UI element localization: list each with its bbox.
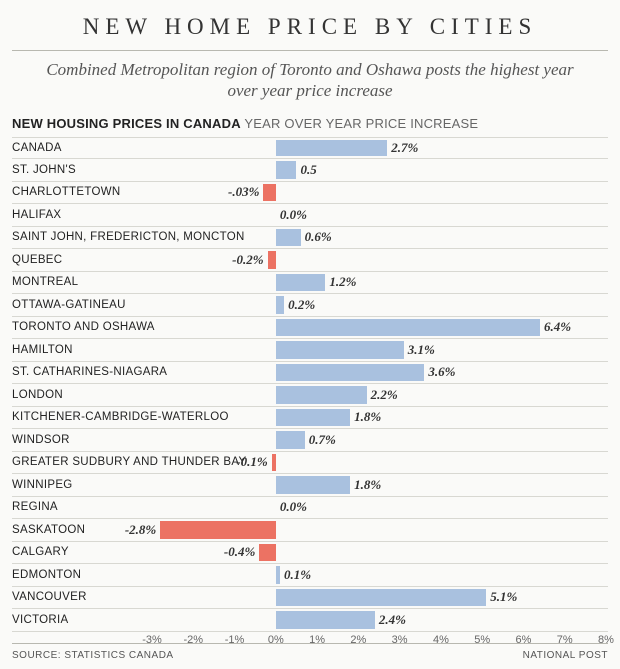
bar-positive	[276, 274, 326, 292]
chart-subtitle: Combined Metropolitan region of Toronto …	[0, 59, 620, 112]
bar-row: VANCOUVER 5.1%	[12, 587, 608, 610]
bar-value: 0.2%	[288, 294, 315, 316]
row-label: LONDON	[12, 384, 63, 406]
bar-value: 5.1%	[490, 587, 517, 609]
bar-positive	[276, 476, 350, 494]
row-label: CANADA	[12, 138, 62, 159]
row-label: EDMONTON	[12, 564, 81, 586]
bar-positive	[276, 296, 284, 314]
bar-positive	[276, 386, 367, 404]
bar-negative	[272, 454, 276, 472]
row-label: CALGARY	[12, 542, 69, 564]
bar-value: 0.7%	[309, 429, 336, 451]
bar-value: 0.0%	[280, 204, 307, 226]
bar-row: HAMILTON 3.1%	[12, 339, 608, 362]
bar-value: -.03%	[228, 182, 259, 204]
bar-value: 2.2%	[371, 384, 398, 406]
bar-value: -0.1%	[236, 452, 267, 474]
bar-row: WINDSOR 0.7%	[12, 429, 608, 452]
bar-value: 2.4%	[379, 609, 406, 631]
bar-value: 0.6%	[305, 227, 332, 249]
bar-row: OTTAWA-GATINEAU 0.2%	[12, 294, 608, 317]
credit-label: NATIONAL POST	[523, 650, 608, 661]
row-label: WINNIPEG	[12, 474, 73, 496]
row-label: HALIFAX	[12, 204, 61, 226]
bar-chart: CANADA 2.7% ST. JOHN'S 0.5 CHARLOTTETOWN -.03…	[12, 137, 608, 632]
bar-row: VICTORIA 2.4%	[12, 609, 608, 632]
bar-row: LONDON 2.2%	[12, 384, 608, 407]
row-label: SAINT JOHN, FREDERICTON, MONCTON	[12, 227, 245, 249]
bar-positive	[276, 341, 404, 359]
bar-row: MONTREAL 1.2%	[12, 272, 608, 295]
bar-positive	[276, 566, 280, 584]
row-label: VANCOUVER	[12, 587, 87, 609]
footer: SOURCE: STATISTICS CANADA NATIONAL POST	[12, 643, 608, 661]
bar-value: 1.8%	[354, 407, 381, 429]
bar-negative	[263, 184, 275, 202]
row-label: WINDSOR	[12, 429, 70, 451]
bar-row: EDMONTON 0.1%	[12, 564, 608, 587]
row-label: GREATER SUDBURY AND THUNDER BAY	[12, 452, 246, 474]
bar-value: -2.8%	[125, 519, 156, 541]
bar-value: 6.4%	[544, 317, 571, 339]
row-label: ST. JOHN'S	[12, 159, 76, 181]
bar-row: ST. JOHN'S 0.5	[12, 159, 608, 182]
row-label: MONTREAL	[12, 272, 78, 294]
chart-heading: NEW HOUSING PRICES IN CANADA YEAR OVER Y…	[0, 112, 620, 137]
row-label: HAMILTON	[12, 339, 73, 361]
bar-positive	[276, 364, 425, 382]
bar-negative	[259, 544, 276, 562]
row-label: TORONTO AND OSHAWA	[12, 317, 155, 339]
bar-row: TORONTO AND OSHAWA 6.4%	[12, 317, 608, 340]
divider-top	[12, 50, 608, 51]
chart-title: NEW HOME PRICE BY CITIES	[0, 0, 620, 40]
bar-positive	[276, 409, 350, 427]
bar-row: REGINA 0.0%	[12, 497, 608, 520]
row-label: REGINA	[12, 497, 58, 519]
row-label: ST. CATHARINES-NIAGARA	[12, 362, 167, 384]
row-label: SASKATOON	[12, 519, 85, 541]
bar-value: 1.2%	[329, 272, 356, 294]
bar-row: HALIFAX 0.0%	[12, 204, 608, 227]
row-label: KITCHENER-CAMBRIDGE-WATERLOO	[12, 407, 229, 429]
bar-row: KITCHENER-CAMBRIDGE-WATERLOO 1.8%	[12, 407, 608, 430]
bar-row: CALGARY -0.4%	[12, 542, 608, 565]
bar-row: CHARLOTTETOWN -.03%	[12, 182, 608, 205]
bar-row: QUEBEC -0.2%	[12, 249, 608, 272]
bar-value: 3.6%	[428, 362, 455, 384]
bar-positive	[276, 140, 387, 157]
source-label: SOURCE: STATISTICS CANADA	[12, 650, 174, 661]
row-label: OTTAWA-GATINEAU	[12, 294, 126, 316]
bar-row: WINNIPEG 1.8%	[12, 474, 608, 497]
bar-row: SAINT JOHN, FREDERICTON, MONCTON 0.6%	[12, 227, 608, 250]
bar-value: 3.1%	[408, 339, 435, 361]
bar-value: -0.4%	[224, 542, 255, 564]
row-label: CHARLOTTETOWN	[12, 182, 120, 204]
bar-positive	[276, 229, 301, 247]
bar-positive	[276, 589, 486, 607]
chart-heading-bold: NEW HOUSING PRICES IN CANADA	[12, 116, 241, 131]
bar-value: 0.1%	[284, 564, 311, 586]
bar-row: SASKATOON -2.8%	[12, 519, 608, 542]
bar-row: ST. CATHARINES-NIAGARA 3.6%	[12, 362, 608, 385]
bar-value: 2.7%	[391, 138, 418, 159]
bar-value: 1.8%	[354, 474, 381, 496]
bar-positive	[276, 319, 540, 337]
bar-value: 0.5	[300, 159, 316, 181]
bar-negative	[268, 251, 276, 269]
bar-row: GREATER SUDBURY AND THUNDER BAY-0.1%	[12, 452, 608, 475]
row-label: VICTORIA	[12, 609, 69, 631]
bar-value: -0.2%	[232, 249, 263, 271]
bar-positive	[276, 611, 375, 629]
bar-negative	[160, 521, 276, 539]
chart-heading-light: YEAR OVER YEAR PRICE INCREASE	[244, 116, 478, 131]
bar-positive	[276, 161, 297, 179]
bar-value: 0.0%	[280, 497, 307, 519]
row-label: QUEBEC	[12, 249, 62, 271]
bar-row: CANADA 2.7%	[12, 137, 608, 160]
bar-positive	[276, 431, 305, 449]
